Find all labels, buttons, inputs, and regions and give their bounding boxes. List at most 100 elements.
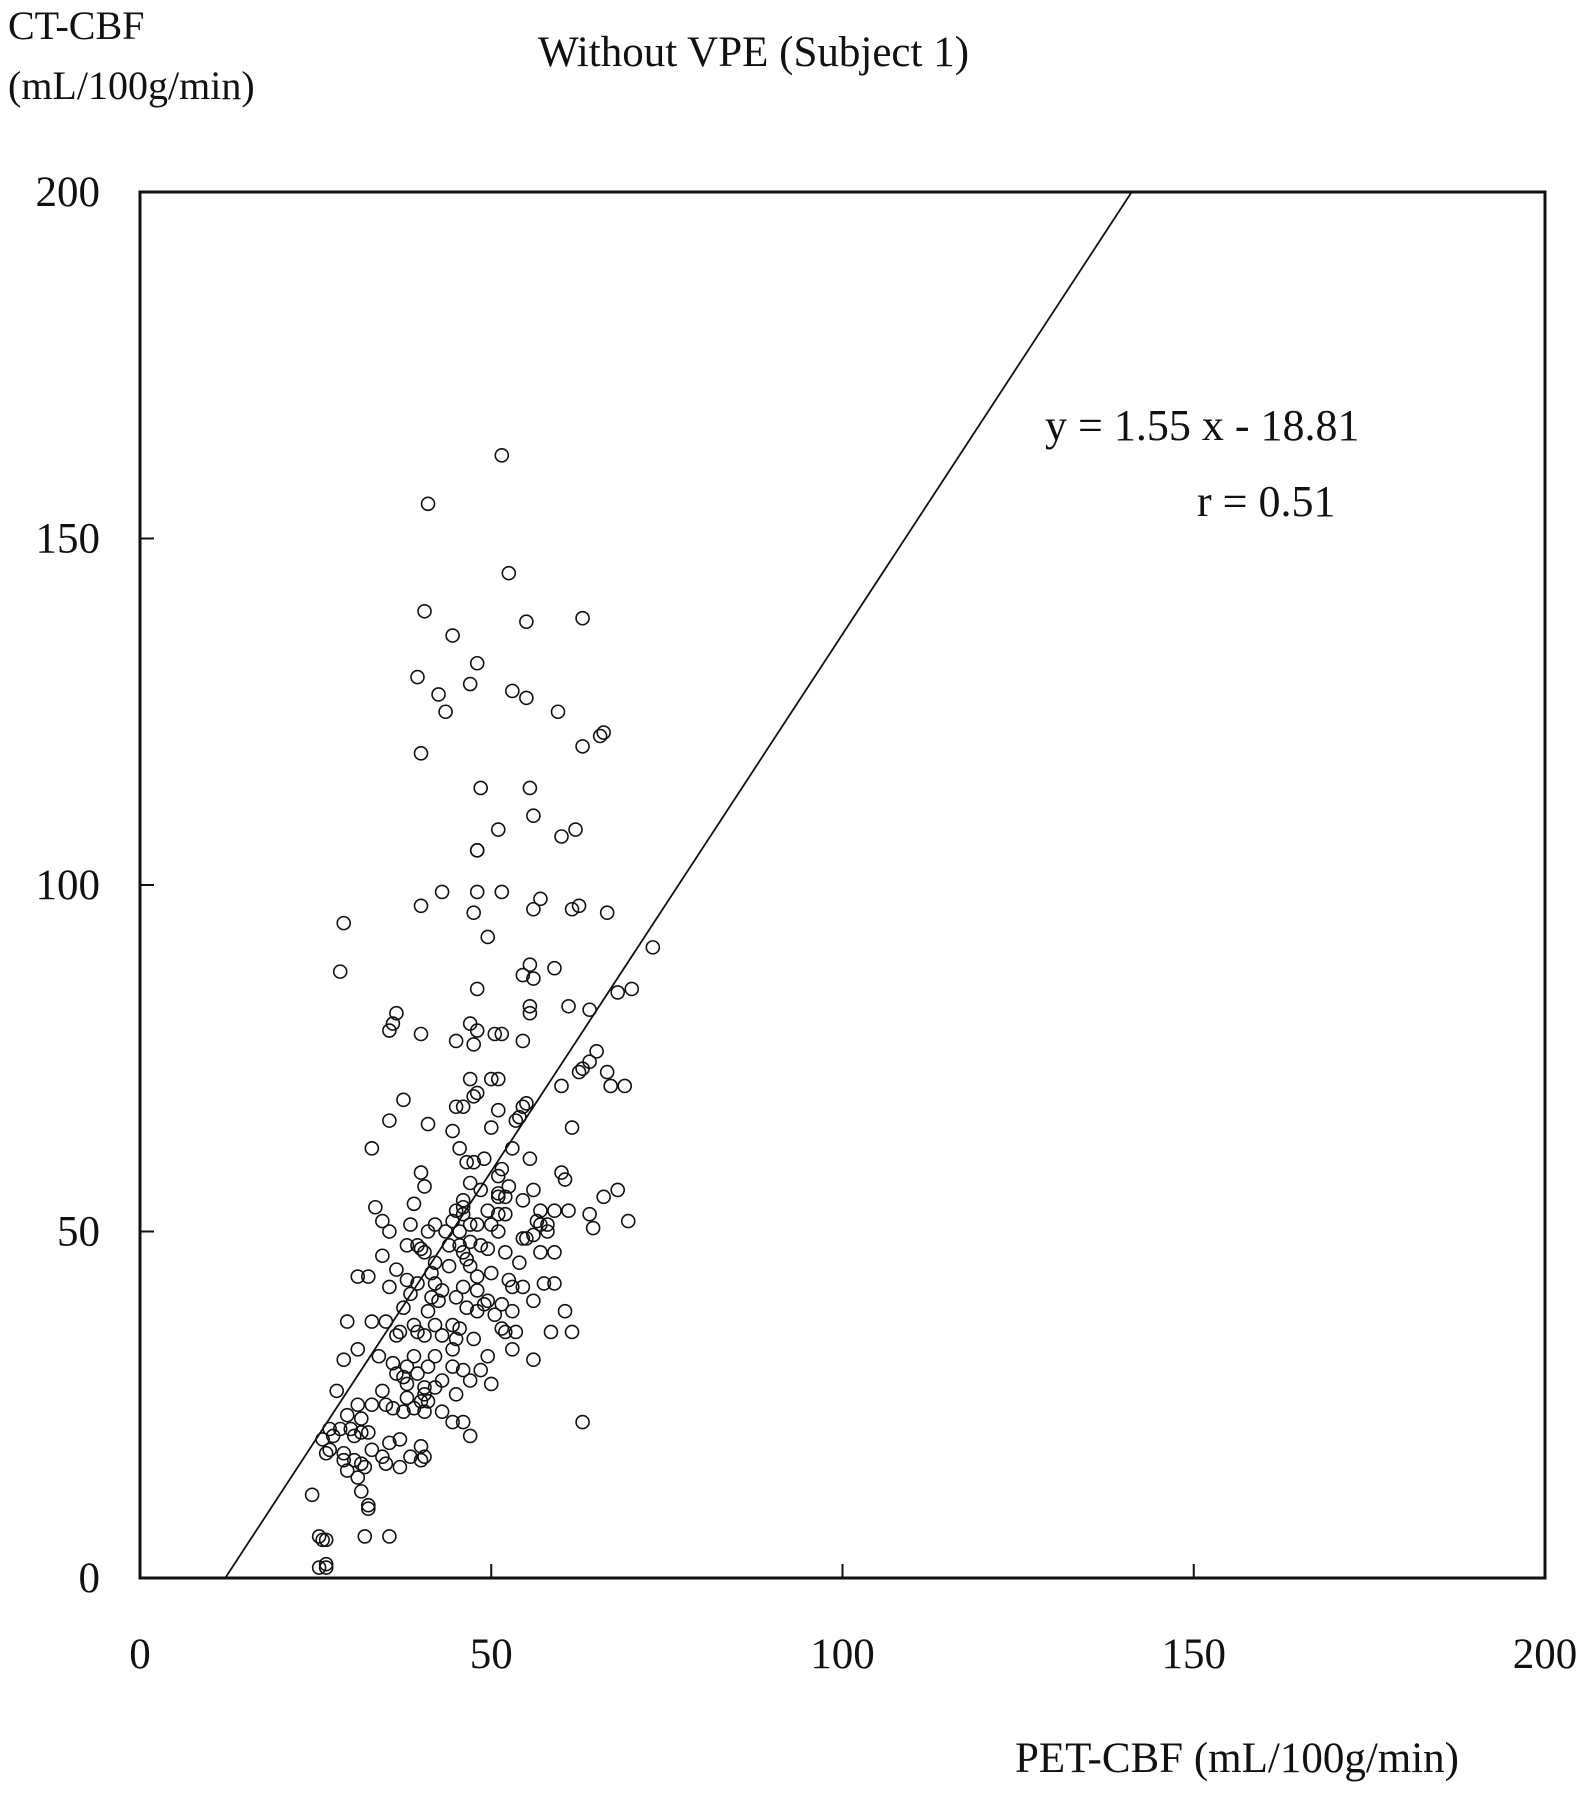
scatter-point — [382, 1224, 397, 1239]
scatter-point — [483, 1217, 499, 1232]
scatter-point — [596, 725, 611, 740]
scatter-point — [336, 915, 352, 931]
scatter-point — [494, 1321, 510, 1336]
scatter-point — [599, 905, 615, 921]
scatter-point — [515, 1231, 531, 1246]
scatter-point — [325, 1428, 341, 1444]
scatter-point — [396, 1092, 411, 1108]
scatter-point — [508, 1324, 524, 1340]
scatter-point — [448, 1033, 464, 1049]
scatter-point — [413, 898, 429, 914]
scatter-point — [445, 1414, 460, 1430]
scatter-point — [406, 1196, 422, 1212]
scatter-point — [413, 1452, 429, 1468]
x-tick-label: 150 — [1162, 1631, 1227, 1678]
scatter-point — [610, 985, 626, 1000]
scatter-point — [389, 1005, 404, 1021]
scatter-point — [361, 1501, 376, 1516]
scatter-point — [490, 1102, 506, 1118]
scatter-point — [318, 1556, 334, 1572]
scatter-point — [526, 971, 541, 986]
x-tick-label: 0 — [129, 1631, 151, 1678]
scatter-point — [540, 1224, 555, 1239]
scatter-point — [515, 1033, 531, 1049]
scatter-point — [357, 1529, 373, 1544]
scatter-point — [480, 1348, 496, 1364]
scatter-point — [410, 669, 425, 685]
scatter-point — [378, 1314, 394, 1329]
scatter-point — [389, 1366, 404, 1381]
data-points — [304, 448, 661, 1575]
scatter-point — [427, 1380, 443, 1395]
scatter-point — [501, 1179, 517, 1194]
y-tick-label: 100 — [36, 862, 101, 909]
scatter-point — [392, 1324, 408, 1340]
scatter-point — [459, 1154, 474, 1170]
scatter-point — [434, 1373, 450, 1388]
scatter-point — [462, 1217, 478, 1232]
plot-frame — [138, 190, 1547, 1580]
x-tick-label: 100 — [810, 1631, 875, 1678]
scatter-point — [547, 1244, 562, 1260]
scatter-point — [385, 1355, 401, 1371]
axis-ticks: 0 50 100 150 200 0 50 100 150 200 — [36, 169, 1578, 1678]
scatter-point — [533, 1203, 548, 1219]
scatter-point — [361, 1497, 376, 1513]
scatter-point — [469, 1217, 485, 1232]
scatter-point — [617, 1078, 633, 1094]
scatter-point — [610, 1182, 626, 1198]
scatter-point — [522, 957, 538, 972]
scatter-point — [378, 1397, 394, 1413]
scatter-point — [385, 1016, 401, 1031]
scatter-point — [417, 603, 432, 619]
scatter-point — [445, 1317, 460, 1333]
scatter-point — [399, 1359, 415, 1374]
scatter-point — [353, 1484, 369, 1499]
scatter-point — [469, 1283, 485, 1298]
scatter-point — [382, 1529, 397, 1544]
scatter-point — [434, 1283, 450, 1298]
scatter-point — [522, 1005, 538, 1021]
y-tick-label: 200 — [36, 169, 101, 216]
scatter-point — [434, 884, 450, 900]
scatter-point — [361, 1269, 376, 1284]
scatter-point — [466, 1037, 481, 1052]
scatter-point — [462, 1373, 478, 1388]
scatter-point — [512, 1255, 527, 1270]
scatter-point — [599, 1064, 615, 1080]
scatter-point — [420, 1224, 436, 1239]
scatter-point — [413, 1241, 429, 1257]
scatter-point — [368, 1199, 383, 1215]
scatter-point — [494, 1161, 510, 1177]
scatter-point — [385, 1400, 401, 1416]
y-axis-label-line1: CT-CBF — [8, 3, 145, 48]
scatter-point — [441, 1238, 457, 1253]
scatter-point — [526, 1293, 541, 1309]
scatter-point — [505, 1141, 520, 1156]
scatter-point — [557, 1303, 573, 1319]
scatter-point — [459, 1300, 474, 1316]
scatter-point — [540, 1217, 555, 1232]
scatter-point — [455, 1414, 471, 1430]
scatter-point — [533, 1244, 548, 1260]
chart-title: Without VPE (Subject 1) — [538, 29, 970, 76]
scatter-point — [554, 829, 569, 844]
scatter-point — [304, 1487, 320, 1503]
scatter-point — [455, 1279, 471, 1295]
scatter-point — [434, 1404, 450, 1419]
scatter-point — [346, 1452, 362, 1468]
scatter-point — [536, 1276, 552, 1291]
scatter-point — [624, 981, 640, 997]
scatter-point — [575, 1414, 590, 1430]
scatter-point — [410, 1276, 425, 1291]
scatter-point — [448, 1099, 464, 1115]
scatter-point — [448, 1203, 464, 1219]
scatter-point — [522, 1151, 538, 1167]
scatter-point — [438, 1224, 453, 1239]
scatter-point — [473, 1182, 489, 1198]
scatter-point — [445, 1213, 460, 1229]
scatter-point — [375, 1248, 390, 1264]
scatter-point — [427, 1255, 443, 1270]
scatter-point — [645, 940, 661, 955]
scatter-point — [575, 739, 590, 754]
